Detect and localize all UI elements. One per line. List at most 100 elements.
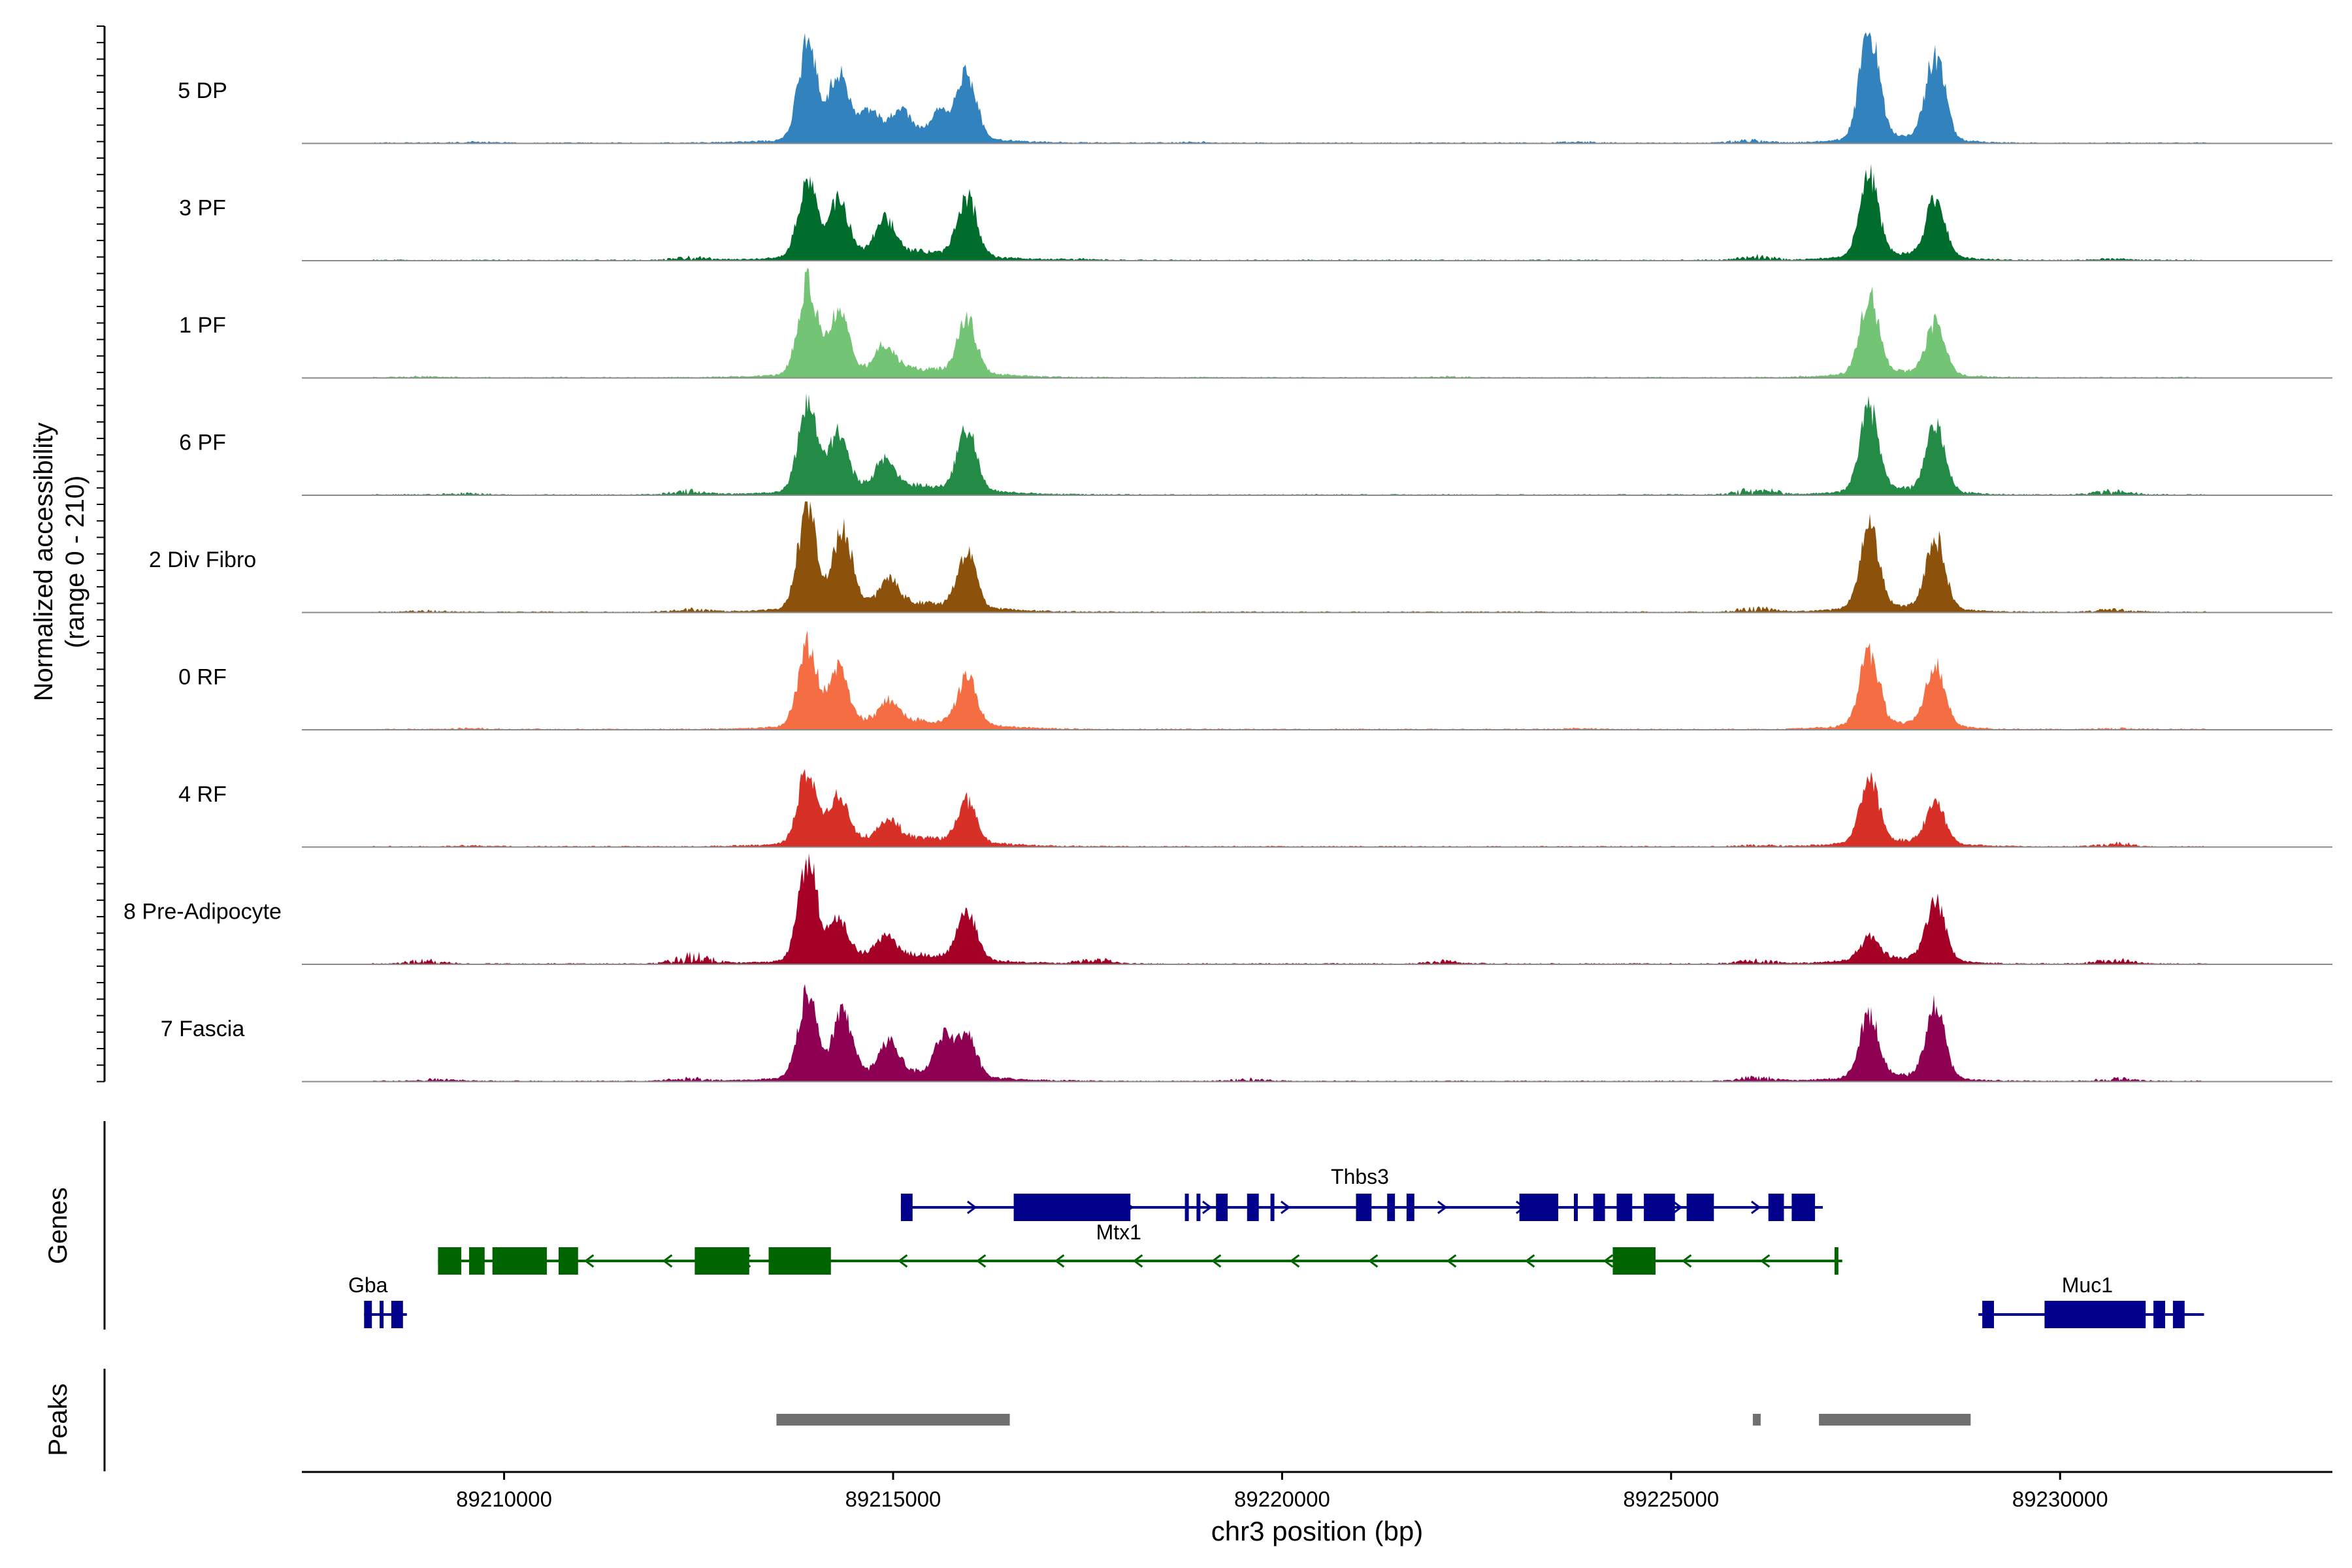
gene-exon (1013, 1194, 1131, 1221)
strand-arrow (1524, 1254, 1535, 1268)
gene-exon (1356, 1194, 1372, 1221)
gene-thbs3: Thbs3 (900, 1165, 1823, 1221)
gene-exon (2153, 1301, 2165, 1328)
gene-exon (469, 1247, 485, 1275)
track-4-rf: 4 RF (178, 769, 2332, 848)
coverage-area (302, 984, 2332, 1082)
x-tick-label: 89230000 (2012, 1487, 2108, 1511)
x-tick-label: 89210000 (456, 1487, 552, 1511)
strand-arrow (1054, 1254, 1065, 1268)
gene-gba: Gba (348, 1273, 407, 1328)
strand-arrow (662, 1254, 673, 1268)
x-tick-label: 89225000 (1623, 1487, 1719, 1511)
gene-exon (2172, 1301, 2185, 1328)
gene-exon (1616, 1194, 1633, 1221)
track-label: 6 PF (179, 431, 226, 455)
track-label: 7 Fascia (161, 1017, 245, 1041)
gene-label: Mtx1 (1096, 1220, 1141, 1244)
gene-muc1: Muc1 (1978, 1273, 2204, 1328)
gene-mtx1: Mtx1 (438, 1220, 1842, 1275)
track-label: 8 Pre-Adipocyte (123, 900, 282, 924)
strand-arrow (1281, 1200, 1291, 1215)
peak-region (776, 1414, 1010, 1426)
gene-label: Muc1 (2062, 1273, 2113, 1297)
strand-arrow (1202, 1200, 1213, 1215)
coverage-panel: 5 DP 3 PF 1 PF 6 PF 2 Div Fibro 0 RF 4 RF 8 Pre… (123, 32, 2332, 1083)
gene-exon (2044, 1301, 2146, 1328)
gene-exon (1791, 1194, 1816, 1221)
strand-arrow (1681, 1254, 1692, 1268)
coverage-area (302, 853, 2332, 964)
gene-exon (1184, 1194, 1189, 1221)
gene-exon (1574, 1194, 1578, 1221)
coverage-area (302, 32, 2332, 144)
coverage-y-ticks (97, 25, 105, 1083)
track-5-dp: 5 DP (178, 32, 2332, 144)
gene-exon (1768, 1194, 1784, 1221)
track-label: 1 PF (179, 313, 226, 338)
gene-exon (694, 1247, 749, 1275)
strand-arrow (897, 1254, 908, 1268)
gene-label: Thbs3 (1331, 1165, 1389, 1188)
strand-arrow (1211, 1254, 1222, 1268)
track-label: 2 Div Fibro (149, 547, 256, 572)
track-7-fascia: 7 Fascia (161, 984, 2332, 1083)
track-8-pre-adipocyte: 8 Pre-Adipocyte (123, 853, 2332, 965)
gene-exon (1216, 1194, 1228, 1221)
coverage-area (302, 163, 2332, 261)
gene-exon (1270, 1194, 1275, 1221)
track-1-pf: 1 PF (179, 267, 2332, 379)
strand-arrow (1751, 1200, 1761, 1215)
gene-exon (1612, 1247, 1656, 1275)
strand-arrow (1446, 1254, 1457, 1268)
strand-arrow (975, 1254, 987, 1268)
track-label: 5 DP (178, 78, 227, 103)
strand-arrow (1673, 1200, 1683, 1215)
strand-arrow (1603, 1254, 1614, 1268)
x-axis-label: chr3 position (bp) (1211, 1516, 1424, 1546)
track-0-rf: 0 RF (178, 630, 2332, 730)
track-3-pf: 3 PF (179, 163, 2332, 261)
track-2-div-fibro: 2 Div Fibro (149, 501, 2332, 613)
gene-exon (1387, 1194, 1396, 1221)
gene-exon (492, 1247, 547, 1275)
peak-region (1819, 1414, 1971, 1426)
gene-exon (900, 1194, 913, 1221)
gene-exon (1593, 1194, 1605, 1221)
strand-arrow (583, 1254, 595, 1268)
gene-exon (1834, 1247, 1838, 1275)
coverage-area (302, 630, 2332, 730)
gene-label: Gba (348, 1273, 388, 1297)
x-axis-ticks: 89210000 89215000 89220000 89225000 89230000 (456, 1472, 2108, 1511)
coverage-area (302, 769, 2332, 847)
strand-arrow (1367, 1254, 1379, 1268)
gene-exon (1247, 1194, 1259, 1221)
gene-exon (391, 1301, 403, 1328)
x-tick-label: 89215000 (845, 1487, 941, 1511)
y-axis-range-label: (range 0 - 210) (61, 476, 90, 649)
gene-exon (1196, 1194, 1201, 1221)
x-tick-label: 89220000 (1234, 1487, 1330, 1511)
gene-exon (364, 1301, 372, 1328)
track-label: 4 RF (178, 782, 227, 807)
gene-exon (1644, 1194, 1675, 1221)
peaks-track (776, 1414, 1971, 1426)
gene-exon (380, 1301, 384, 1328)
gene-exon (768, 1247, 831, 1275)
peak-region (1752, 1414, 1761, 1426)
strand-arrow (1289, 1254, 1300, 1268)
gene-exon (438, 1247, 462, 1275)
gene-exon (1406, 1194, 1414, 1221)
coverage-area (302, 267, 2332, 378)
strand-arrow (1437, 1200, 1448, 1215)
y-axis-label: Normalized accessibility (29, 423, 58, 702)
coverage-area (302, 393, 2332, 495)
genes-track-label: Genes (44, 1187, 73, 1264)
genes-track: Thbs3 Mtx1 Gba Muc1 (348, 1165, 2204, 1328)
gene-exon (559, 1247, 578, 1275)
gene-exon (1982, 1301, 1994, 1328)
gene-exon (1686, 1194, 1714, 1221)
strand-arrow (1759, 1254, 1771, 1268)
strand-arrow (1132, 1254, 1143, 1268)
